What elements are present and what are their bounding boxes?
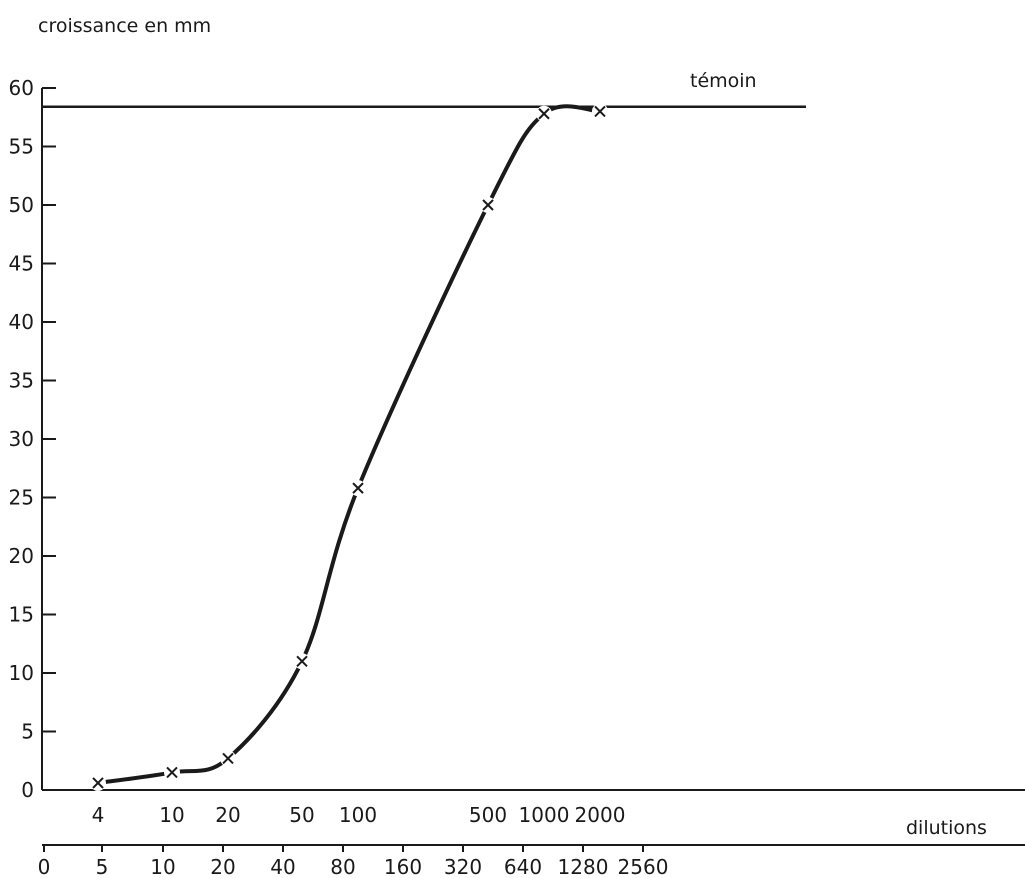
secondary-x-tick-label: 0 (38, 855, 51, 878)
point-marker (166, 766, 178, 779)
secondary-x-tick-label: 80 (330, 855, 355, 878)
x-ticks-primary: 4 10 20 50 100 500 1000 2000 (92, 803, 626, 827)
x-tick-label: 50 (289, 803, 314, 827)
y-tick-label: 55 (9, 135, 34, 159)
x-tick-label: 2000 (575, 803, 626, 827)
series-line (96, 104, 602, 785)
secondary-x-tick-label: 320 (444, 855, 482, 878)
x-tick-label: 500 (469, 803, 507, 827)
x-tick-label: 100 (339, 803, 377, 827)
secondary-x-tick-label: 1280 (558, 855, 609, 878)
x-tick-label: 20 (215, 803, 240, 827)
point-marker (222, 752, 234, 765)
series-layer (90, 103, 608, 791)
x-tick-label: 10 (159, 803, 184, 827)
point-marker (538, 108, 550, 120)
secondary-x-tick-label: 20 (210, 855, 235, 878)
y-tick-label: 15 (9, 603, 34, 627)
point-marker (296, 655, 308, 668)
y-tick-label: 5 (21, 720, 34, 744)
y-tick-label: 10 (9, 661, 34, 685)
y-tick-label: 25 (9, 486, 34, 510)
y-axis-title: croissance en mm (38, 15, 211, 37)
secondary-x-tick-label: 160 (384, 855, 422, 878)
point-marker (482, 199, 494, 211)
y-tick-label: 50 (9, 193, 34, 217)
point-marker (594, 105, 606, 118)
secondary-x-tick-label: 640 (504, 855, 542, 878)
x-axis-title: dilutions (906, 817, 987, 839)
secondary-x-tick-label: 10 (150, 855, 175, 878)
x-ticks-secondary: 0 5 10 20 40 80 160 320 640 1280 2560 (38, 845, 669, 878)
secondary-x-tick-label: 40 (270, 855, 295, 878)
x-tick-label: 4 (92, 803, 105, 827)
y-tick-label: 0 (21, 778, 34, 802)
x-tick-label: 1000 (519, 803, 570, 827)
secondary-x-tick-label: 2560 (618, 855, 669, 878)
y-tick-label: 40 (9, 310, 34, 334)
point-marker (352, 482, 364, 494)
y-tick-label: 35 (9, 369, 34, 393)
y-ticks: 0 5 10 15 20 25 30 35 40 45 50 55 60 (9, 76, 56, 802)
point-marker (92, 777, 104, 789)
y-tick-label: 45 (9, 252, 34, 276)
y-tick-label: 60 (9, 76, 34, 100)
y-tick-label: 30 (9, 427, 34, 451)
reference-line-label: témoin (690, 70, 757, 92)
secondary-x-tick-label: 5 (96, 855, 109, 878)
y-tick-label: 20 (9, 544, 34, 568)
